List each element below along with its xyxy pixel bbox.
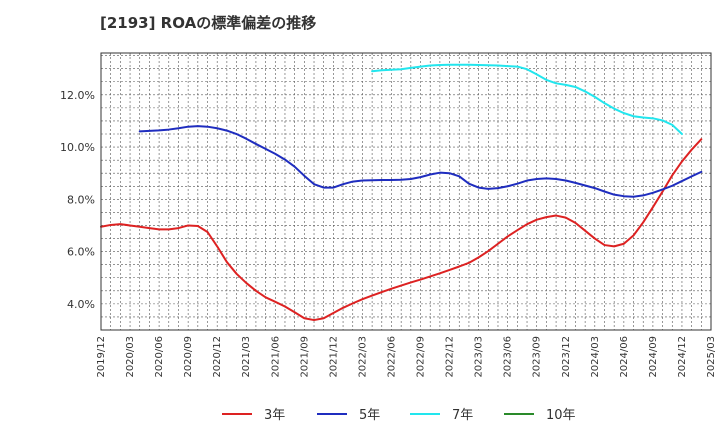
x-tick-label: 2025/03 bbox=[706, 336, 717, 378]
legend-label: 3年 bbox=[264, 408, 285, 423]
legend-label: 5年 bbox=[359, 408, 380, 423]
x-tick-label: 2021/03 bbox=[241, 336, 252, 378]
x-tick-label: 2021/06 bbox=[270, 336, 281, 378]
series-line-3年 bbox=[100, 138, 703, 322]
y-tick-label: 8.0% bbox=[67, 193, 95, 206]
x-tick-label: 2024/12 bbox=[677, 336, 688, 378]
y-tick-label: 12.0% bbox=[60, 89, 95, 102]
legend-label: 7年 bbox=[452, 408, 473, 423]
y-tick-label: 10.0% bbox=[60, 141, 95, 154]
x-tick-label: 2022/03 bbox=[357, 336, 368, 378]
x-tick-label: 2021/09 bbox=[299, 336, 310, 378]
x-tick-label: 2022/09 bbox=[416, 336, 427, 378]
x-tick-label: 2020/12 bbox=[212, 336, 223, 378]
x-tick-label: 2020/09 bbox=[183, 336, 194, 378]
x-tick-label: 2024/06 bbox=[619, 336, 630, 378]
plot-border bbox=[100, 52, 712, 331]
x-tick-label: 2024/09 bbox=[648, 336, 659, 378]
x-tick-label: 2023/03 bbox=[474, 336, 485, 378]
x-tick-label: 2023/06 bbox=[503, 336, 514, 378]
x-tick-label: 2021/12 bbox=[328, 336, 339, 378]
x-tick-label: 2023/12 bbox=[561, 336, 572, 378]
x-tick-label: 2022/12 bbox=[445, 336, 456, 378]
chart-title: [2193] ROAの標準偏差の推移 bbox=[100, 14, 317, 32]
y-tick-label: 6.0% bbox=[67, 246, 95, 259]
x-tick-label: 2023/09 bbox=[532, 336, 543, 378]
x-tick-label: 2019/12 bbox=[96, 336, 107, 378]
y-axis-ticks: 4.0% 6.0% 8.0% 10.0% 12.0% bbox=[60, 89, 95, 311]
series-line-5年 bbox=[138, 125, 703, 198]
legend: 3年 5年 7年 10年 bbox=[222, 408, 576, 423]
x-axis-ticks: 2019/12 2020/03 2020/06 2020/09 2020/12 2021/… bbox=[96, 336, 717, 378]
y-tick-label: 4.0% bbox=[67, 298, 95, 311]
series-line-7年 bbox=[371, 63, 683, 136]
series-lines bbox=[100, 63, 703, 322]
x-tick-label: 2024/03 bbox=[590, 336, 601, 378]
x-tick-label: 2020/06 bbox=[154, 336, 165, 378]
x-tick-label: 2022/06 bbox=[386, 336, 397, 378]
legend-label: 10年 bbox=[546, 408, 576, 423]
x-tick-label: 2020/03 bbox=[125, 336, 136, 378]
